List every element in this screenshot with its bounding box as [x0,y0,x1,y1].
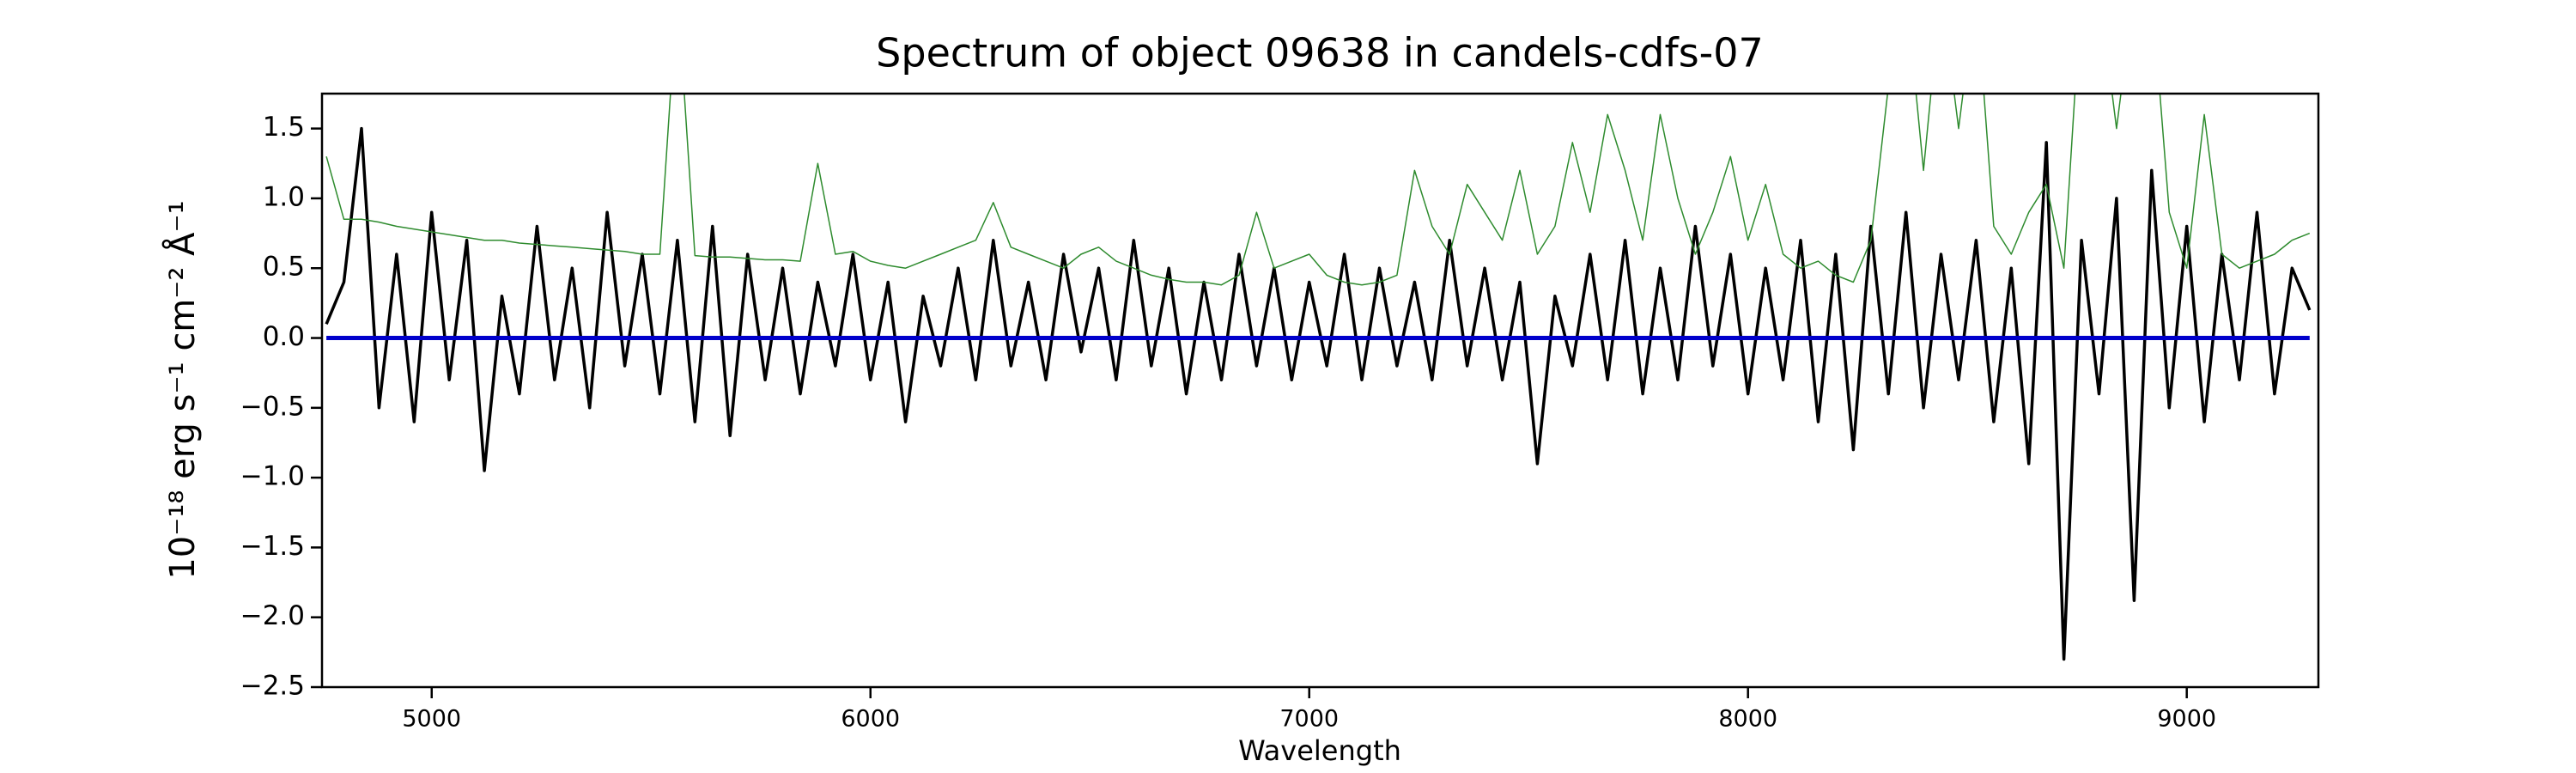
y-tick-label: 1.0 [263,181,305,212]
y-tick-label: 1.5 [263,112,305,143]
x-tick-label: 6000 [841,706,900,733]
y-tick-label: 0.5 [263,252,305,283]
y-tick-label: −1.5 [240,531,305,562]
chart-title: Spectrum of object 09638 in candels-cdfs… [876,30,1764,76]
y-tick-label: −1.0 [240,461,305,492]
plot-lines [325,94,2312,661]
y-tick-label: −2.5 [240,671,305,702]
x-tick-label: 9000 [2157,706,2216,733]
x-tick-label: 8000 [1718,706,1777,733]
spectrum-line [325,126,2312,661]
plot-frame [320,92,2320,689]
y-tick-label: −2.0 [240,600,305,631]
y-tick-label: −0.5 [240,391,305,422]
y-axis-label: 10⁻¹⁸ erg s⁻¹ cm⁻² Å⁻¹ [161,200,203,579]
x-axis-label: Wavelength [1238,734,1401,767]
y-tick-label: 0.0 [263,321,305,352]
x-tick-label: 7000 [1279,706,1339,733]
spectrum-line [325,94,2311,286]
x-tick-label: 5000 [402,706,461,733]
